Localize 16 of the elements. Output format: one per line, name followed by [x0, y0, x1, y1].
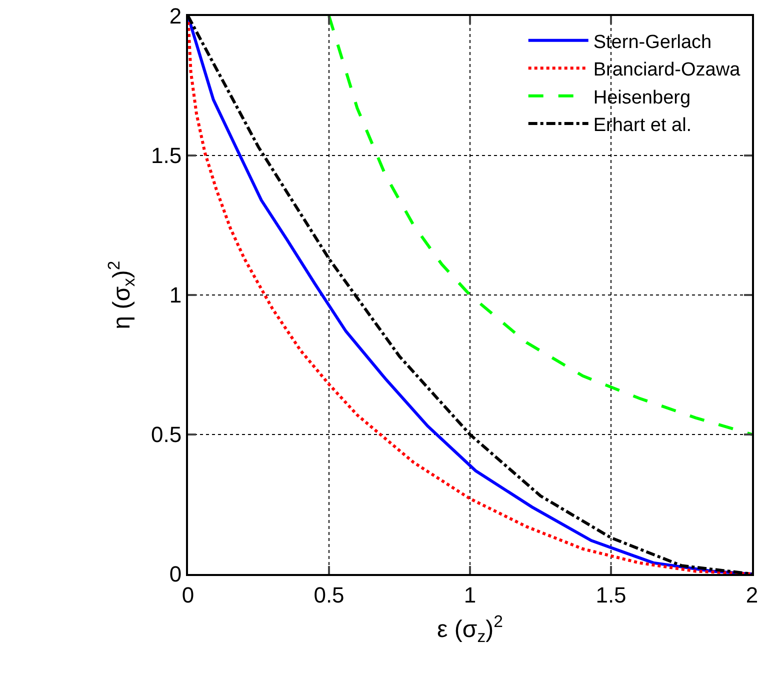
x-tick-label: 1.5 — [596, 582, 626, 608]
line-series — [188, 16, 752, 574]
x-tick-label: 2 — [746, 582, 758, 608]
line-series — [328, 16, 752, 436]
x-tick-label: 0.5 — [314, 582, 344, 608]
y-tick-label: 0.5 — [151, 422, 182, 448]
y-tick-label: 1 — [169, 282, 182, 308]
legend-label: Stern-Gerlach — [593, 32, 712, 53]
legend-label: Erhart et al. — [593, 114, 692, 136]
y-tick-label: 1.5 — [151, 143, 182, 168]
x-axis-title: ε (σ$_{z}$)$^{2}$ — [437, 612, 503, 646]
legend-label: Heisenberg — [593, 87, 691, 108]
x-tick-label: 1 — [464, 582, 476, 608]
y-tick-label: 2 — [169, 4, 182, 29]
y-tick-label: 0 — [169, 562, 182, 587]
legend-label: Branciard-Ozawa — [593, 60, 741, 81]
